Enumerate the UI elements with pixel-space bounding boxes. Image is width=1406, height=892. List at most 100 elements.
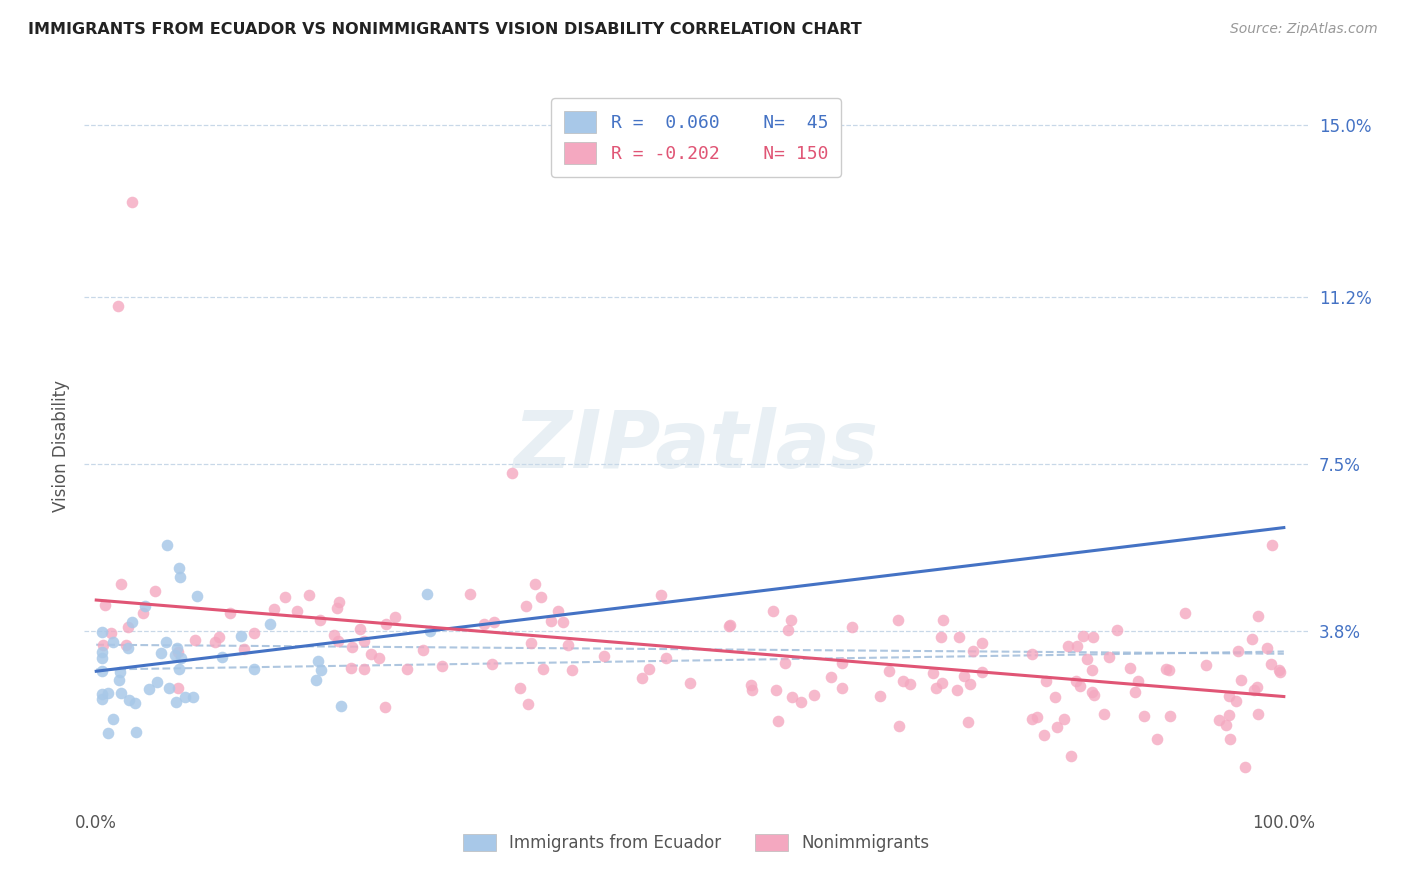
Point: [1119, 660, 1142, 674]
Text: ZIPatlas: ZIPatlas: [513, 407, 879, 485]
Point: [952, 669, 974, 683]
Point: [107, 299, 129, 313]
Point: [531, 662, 554, 676]
Y-axis label: Vision Disability: Vision Disability: [52, 380, 70, 512]
Point: [96, 686, 118, 700]
Point: [91, 638, 114, 652]
Point: [1260, 657, 1282, 672]
Point: [101, 712, 124, 726]
Point: [790, 695, 813, 709]
Point: [593, 648, 616, 663]
Point: [159, 681, 181, 695]
Point: [340, 640, 363, 654]
Point: [1053, 712, 1076, 726]
Point: [741, 682, 763, 697]
Point: [323, 628, 346, 642]
Point: [931, 676, 953, 690]
Point: [243, 626, 266, 640]
Point: [962, 643, 984, 657]
Point: [121, 615, 143, 629]
Point: [170, 651, 193, 665]
Point: [100, 626, 122, 640]
Point: [831, 656, 853, 670]
Point: [921, 666, 943, 681]
Point: [412, 643, 434, 657]
Point: [1208, 713, 1230, 727]
Point: [108, 665, 131, 680]
Point: [353, 663, 375, 677]
Point: [360, 647, 382, 661]
Point: [946, 683, 969, 698]
Point: [416, 587, 439, 601]
Point: [1225, 693, 1247, 707]
Point: [1105, 623, 1128, 637]
Point: [167, 681, 190, 696]
Point: [273, 591, 295, 605]
Point: [970, 636, 993, 650]
Point: [931, 614, 953, 628]
Point: [1256, 640, 1278, 655]
Point: [330, 698, 353, 713]
Point: [349, 622, 371, 636]
Point: [218, 607, 240, 621]
Point: [132, 606, 155, 620]
Point: [150, 646, 173, 660]
Point: [91, 650, 114, 665]
Point: [631, 671, 654, 685]
Point: [143, 584, 166, 599]
Point: [307, 654, 329, 668]
Point: [146, 675, 169, 690]
Point: [1066, 640, 1088, 654]
Point: [1060, 748, 1083, 763]
Point: [638, 662, 661, 676]
Point: [655, 650, 678, 665]
Point: [540, 614, 562, 628]
Point: [1126, 674, 1149, 689]
Point: [326, 600, 349, 615]
Point: [298, 588, 321, 602]
Point: [163, 648, 186, 662]
Point: [481, 657, 503, 672]
Point: [1125, 685, 1147, 699]
Point: [886, 613, 908, 627]
Point: [1226, 644, 1249, 658]
Point: [458, 587, 481, 601]
Point: [780, 613, 803, 627]
Point: [650, 588, 672, 602]
Point: [1021, 648, 1043, 662]
Point: [1080, 663, 1102, 677]
Point: [1261, 538, 1284, 552]
Point: [1046, 720, 1069, 734]
Point: [519, 636, 541, 650]
Point: [97, 726, 120, 740]
Point: [309, 613, 332, 627]
Point: [929, 631, 952, 645]
Legend: Immigrants from Ecuador, Nonimmigrants: Immigrants from Ecuador, Nonimmigrants: [456, 827, 936, 859]
Point: [1092, 706, 1115, 721]
Point: [1076, 652, 1098, 666]
Point: [124, 696, 146, 710]
Point: [184, 633, 207, 648]
Point: [1159, 709, 1181, 723]
Point: [259, 616, 281, 631]
Point: [524, 577, 547, 591]
Point: [803, 688, 825, 702]
Point: [121, 195, 143, 210]
Point: [167, 662, 190, 676]
Point: [1083, 630, 1105, 644]
Point: [169, 561, 191, 575]
Point: [778, 623, 800, 637]
Point: [1098, 649, 1121, 664]
Point: [155, 634, 177, 648]
Point: [1146, 732, 1168, 747]
Point: [560, 663, 582, 677]
Point: [117, 620, 139, 634]
Point: [91, 692, 114, 706]
Point: [156, 538, 179, 552]
Point: [183, 690, 205, 704]
Point: [211, 650, 233, 665]
Point: [432, 658, 454, 673]
Point: [243, 662, 266, 676]
Point: [1218, 689, 1240, 703]
Point: [367, 651, 389, 665]
